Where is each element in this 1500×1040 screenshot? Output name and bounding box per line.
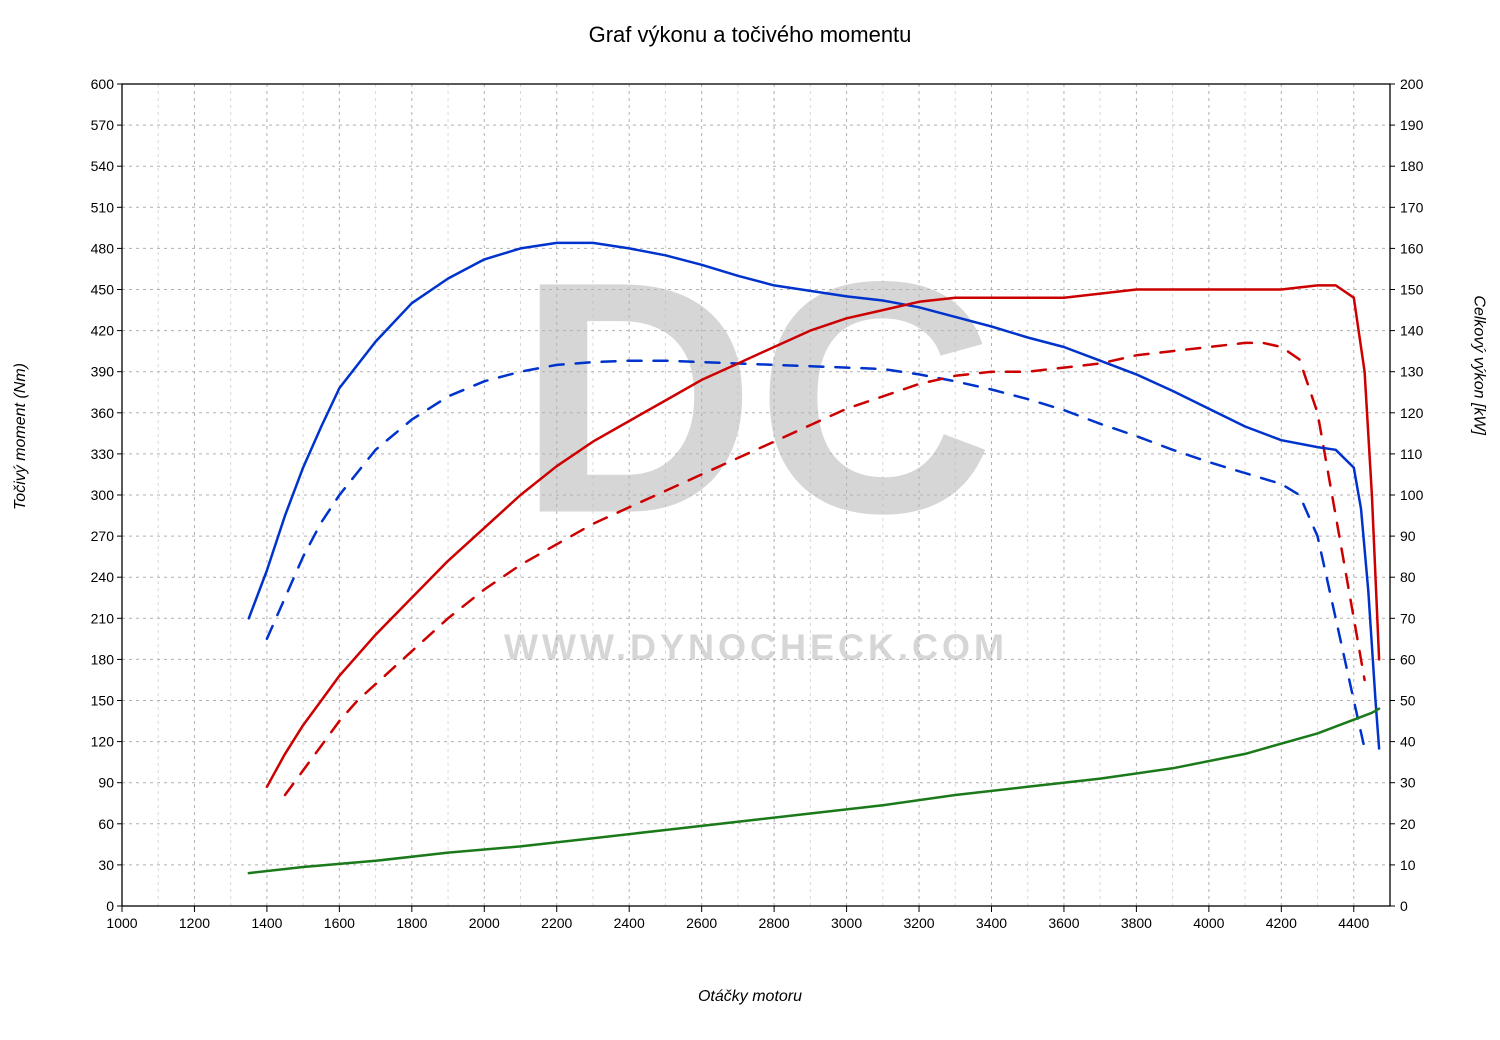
svg-text:3200: 3200 bbox=[903, 915, 934, 931]
svg-text:1200: 1200 bbox=[179, 915, 210, 931]
svg-text:2800: 2800 bbox=[759, 915, 790, 931]
svg-text:150: 150 bbox=[91, 693, 115, 709]
svg-text:200: 200 bbox=[1400, 76, 1424, 92]
svg-text:60: 60 bbox=[1400, 651, 1416, 667]
svg-text:180: 180 bbox=[91, 651, 115, 667]
svg-text:3000: 3000 bbox=[831, 915, 862, 931]
svg-text:2000: 2000 bbox=[469, 915, 500, 931]
svg-text:330: 330 bbox=[91, 446, 115, 462]
svg-text:170: 170 bbox=[1400, 199, 1424, 215]
svg-text:510: 510 bbox=[91, 199, 115, 215]
svg-text:2600: 2600 bbox=[686, 915, 717, 931]
svg-text:600: 600 bbox=[91, 76, 115, 92]
svg-text:420: 420 bbox=[91, 323, 115, 339]
svg-text:180: 180 bbox=[1400, 158, 1424, 174]
svg-text:3600: 3600 bbox=[1048, 915, 1079, 931]
svg-text:4000: 4000 bbox=[1193, 915, 1224, 931]
svg-text:1400: 1400 bbox=[251, 915, 282, 931]
svg-text:390: 390 bbox=[91, 364, 115, 380]
svg-text:2400: 2400 bbox=[614, 915, 645, 931]
svg-text:140: 140 bbox=[1400, 323, 1424, 339]
svg-text:0: 0 bbox=[1400, 898, 1408, 914]
svg-text:30: 30 bbox=[98, 857, 114, 873]
svg-text:190: 190 bbox=[1400, 117, 1424, 133]
svg-text:120: 120 bbox=[91, 734, 115, 750]
svg-text:110: 110 bbox=[1400, 446, 1423, 462]
svg-text:0: 0 bbox=[106, 898, 114, 914]
svg-text:70: 70 bbox=[1400, 610, 1416, 626]
chart-svg: DCWWW.DYNOCHECK.COM100012001400160018002… bbox=[74, 76, 1434, 946]
svg-text:160: 160 bbox=[1400, 240, 1424, 256]
svg-text:1600: 1600 bbox=[324, 915, 355, 931]
svg-text:540: 540 bbox=[91, 158, 115, 174]
svg-text:30: 30 bbox=[1400, 775, 1416, 791]
svg-text:WWW.DYNOCHECK.COM: WWW.DYNOCHECK.COM bbox=[504, 626, 1008, 667]
y-axis-left-label: Točivý moment (Nm) bbox=[12, 363, 30, 510]
svg-text:240: 240 bbox=[91, 569, 115, 585]
svg-text:80: 80 bbox=[1400, 569, 1416, 585]
svg-text:40: 40 bbox=[1400, 734, 1416, 750]
chart-plot-area: DCWWW.DYNOCHECK.COM100012001400160018002… bbox=[74, 76, 1434, 946]
svg-text:10: 10 bbox=[1400, 857, 1416, 873]
chart-title: Graf výkonu a točivého momentu bbox=[0, 22, 1500, 48]
svg-text:3400: 3400 bbox=[976, 915, 1007, 931]
svg-text:90: 90 bbox=[98, 775, 114, 791]
svg-text:1000: 1000 bbox=[106, 915, 137, 931]
svg-text:150: 150 bbox=[1400, 282, 1424, 298]
svg-text:90: 90 bbox=[1400, 528, 1416, 544]
svg-text:360: 360 bbox=[91, 405, 115, 421]
svg-text:2200: 2200 bbox=[541, 915, 572, 931]
x-axis-label: Otáčky motoru bbox=[0, 988, 1500, 1006]
svg-text:20: 20 bbox=[1400, 816, 1416, 832]
svg-text:300: 300 bbox=[91, 487, 115, 503]
svg-text:50: 50 bbox=[1400, 693, 1416, 709]
svg-text:210: 210 bbox=[91, 610, 115, 626]
svg-text:450: 450 bbox=[91, 282, 115, 298]
svg-text:3800: 3800 bbox=[1121, 915, 1152, 931]
svg-text:1800: 1800 bbox=[396, 915, 427, 931]
svg-text:60: 60 bbox=[98, 816, 114, 832]
svg-text:4200: 4200 bbox=[1266, 915, 1297, 931]
y-axis-right-label: Celkový výkon [kW] bbox=[1470, 295, 1488, 435]
svg-text:120: 120 bbox=[1400, 405, 1424, 421]
svg-text:270: 270 bbox=[91, 528, 115, 544]
svg-text:DC: DC bbox=[518, 212, 995, 581]
svg-text:480: 480 bbox=[91, 240, 115, 256]
svg-text:4400: 4400 bbox=[1338, 915, 1369, 931]
svg-text:130: 130 bbox=[1400, 364, 1424, 380]
svg-text:100: 100 bbox=[1400, 487, 1424, 503]
svg-text:570: 570 bbox=[91, 117, 115, 133]
